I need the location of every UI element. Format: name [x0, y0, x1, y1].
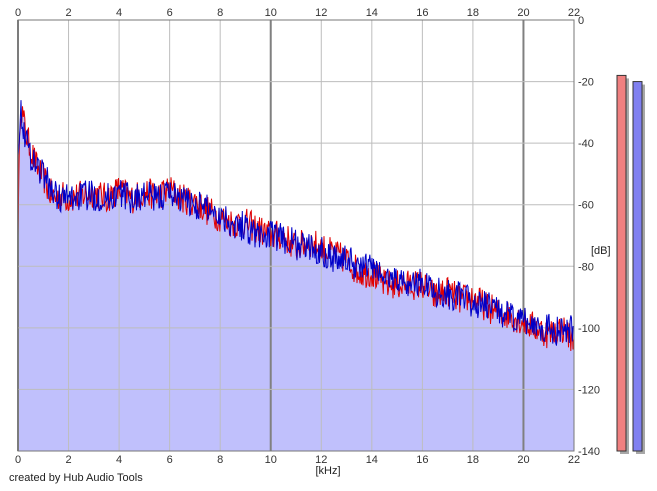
x-tick-label-bottom: 4: [116, 454, 122, 466]
x-tick-label-bottom: 6: [167, 454, 173, 466]
y-tick-label: -20: [578, 77, 594, 89]
x-ticks-top: 0 2 4 6 8 10 12 14 16 18 20 22: [15, 7, 580, 19]
y-tick-label: -100: [578, 323, 600, 335]
x-tick-label-top: 12: [315, 7, 327, 19]
x-tick-label-top: 4: [116, 7, 122, 19]
x-tick-label-bottom: 14: [366, 454, 378, 466]
y-ticks: 0 -20 -40 -60 -80 -100 -120 -140: [578, 15, 600, 458]
x-tick-label-bottom: 20: [517, 454, 529, 466]
x-tick-label-top: 20: [517, 7, 529, 19]
x-tick-label-bottom: 18: [467, 454, 479, 466]
level-meter-blue: [632, 81, 643, 452]
y-tick-label: 0: [578, 15, 584, 27]
x-tick-label-bottom: 10: [265, 454, 277, 466]
level-meter-red: [616, 74, 627, 452]
y-tick-label: -120: [578, 384, 600, 396]
x-ticks-bottom: 0 2 4 6 8 10 12 14 16 18 20 22: [15, 454, 580, 466]
plot-frame: [17, 19, 575, 452]
y-tick-label: -60: [578, 200, 594, 212]
x-tick-label-bottom: 8: [217, 454, 223, 466]
x-tick-label-bottom: 16: [416, 454, 428, 466]
spectrum-area: [18, 100, 574, 451]
credit-text: created by Hub Audio Tools: [9, 472, 143, 484]
series-layer: [17, 100, 575, 352]
level-meters: [616, 74, 645, 455]
x-tick-label-top: 18: [467, 7, 479, 19]
x-tick-label-bottom: 0: [15, 454, 21, 466]
area-layer: [18, 100, 574, 451]
x-tick-label-bottom: 12: [315, 454, 327, 466]
x-tick-label-top: 2: [65, 7, 71, 19]
x-axis-label: [kHz]: [315, 465, 340, 477]
series-line-blue: [17, 100, 574, 346]
x-tick-label-top: 6: [167, 7, 173, 19]
y-tick-label: -80: [578, 261, 594, 273]
x-tick-label-bottom: 2: [65, 454, 71, 466]
x-tick-label-top: 22: [568, 7, 580, 19]
y-tick-label: -140: [578, 446, 600, 458]
x-tick-label-top: 0: [15, 7, 21, 19]
grid-layer: [17, 19, 575, 452]
x-tick-label-top: 14: [366, 7, 378, 19]
x-tick-label-top: 10: [265, 7, 277, 19]
y-axis-label: [dB]: [591, 245, 611, 257]
x-tick-label-bottom: 22: [568, 454, 580, 466]
x-tick-label-top: 16: [416, 7, 428, 19]
x-tick-label-top: 8: [217, 7, 223, 19]
y-tick-label: -40: [578, 138, 594, 150]
